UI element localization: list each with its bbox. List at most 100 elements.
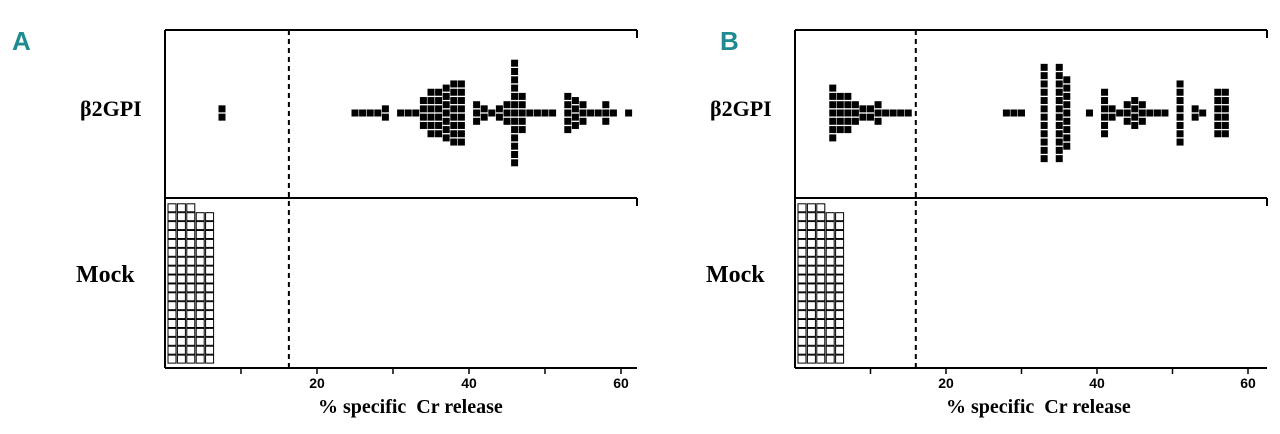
mock-point — [205, 336, 215, 346]
b2gpi-point — [450, 113, 458, 121]
b2gpi-point — [1131, 97, 1139, 105]
mock-point — [825, 265, 835, 275]
b2gpi-point — [1101, 88, 1109, 96]
b2gpi-point — [1055, 155, 1063, 163]
b2gpi-point — [473, 109, 481, 117]
mock-point — [186, 292, 196, 302]
mock-point — [205, 274, 215, 284]
mock-point — [806, 274, 816, 284]
mock-point — [186, 203, 196, 213]
mock-point — [835, 212, 845, 222]
row-label-b2gpi-a: β2GPI — [80, 96, 142, 121]
mock-point — [835, 292, 845, 302]
mock-point — [835, 265, 845, 275]
mock-point — [797, 354, 807, 364]
mock-point — [205, 292, 215, 302]
b2gpi-point — [882, 109, 890, 117]
b2gpi-point — [1040, 146, 1048, 154]
b2gpi-point — [427, 97, 435, 105]
b2gpi-point — [1161, 109, 1169, 117]
mock-point — [167, 256, 177, 266]
x-tick-label: 60 — [613, 375, 629, 391]
mock-point — [176, 247, 186, 257]
mock-point — [825, 212, 835, 222]
mock-point — [816, 230, 826, 239]
mock-point — [195, 354, 205, 364]
mock-point — [195, 238, 205, 248]
mock-point — [195, 265, 205, 275]
b2gpi-point — [442, 134, 450, 142]
b2gpi-point — [1055, 113, 1063, 121]
b2gpi-point — [579, 117, 587, 125]
mock-point — [825, 345, 835, 355]
x-axis-title-a: % specific Cr release — [318, 396, 503, 418]
b2gpi-point — [836, 109, 844, 117]
mock-point — [816, 265, 826, 275]
b2gpi-point — [571, 105, 579, 113]
b2gpi-point — [571, 121, 579, 129]
mock-point — [816, 221, 826, 231]
b2gpi-point — [480, 113, 488, 121]
b2gpi-point — [867, 113, 874, 121]
b2gpi-point — [1176, 121, 1184, 129]
mock-point — [167, 310, 177, 320]
mock-point — [167, 238, 177, 248]
b2gpi-point — [511, 134, 519, 142]
mock-point — [806, 283, 816, 293]
b2gpi-point — [1063, 101, 1071, 109]
mock-point — [816, 336, 826, 346]
mock-point — [176, 354, 186, 364]
b2gpi-point — [1214, 130, 1222, 138]
b2gpi-point — [844, 126, 852, 134]
b2gpi-point — [427, 88, 435, 96]
b2gpi-point — [844, 109, 852, 117]
b2gpi-point — [533, 109, 541, 117]
mock-point — [797, 230, 807, 239]
mock-point — [797, 336, 807, 346]
b2gpi-point — [1176, 130, 1184, 138]
mock-point — [205, 283, 215, 293]
x-tick-label: 40 — [1089, 375, 1105, 391]
mock-point — [797, 203, 807, 213]
mock-point — [205, 319, 215, 328]
b2gpi-point — [1199, 109, 1207, 117]
mock-point — [806, 212, 816, 222]
mock-point — [806, 238, 816, 248]
row-label-mock-b: Mock — [706, 262, 765, 288]
panel-letter-a: A — [12, 26, 31, 56]
mock-point — [797, 274, 807, 284]
mock-point — [186, 345, 196, 355]
b2gpi-point — [1063, 84, 1071, 92]
b2gpi-point — [549, 109, 557, 117]
mock-point — [816, 319, 826, 328]
b2gpi-point — [836, 117, 844, 125]
mock-point — [176, 319, 186, 328]
b2gpi-point — [829, 117, 837, 125]
mock-point — [806, 230, 816, 239]
b2gpi-point — [503, 101, 511, 109]
mock-point — [195, 274, 205, 284]
b2gpi-point — [564, 92, 572, 100]
mock-point — [186, 274, 196, 284]
mock-point — [806, 221, 816, 231]
b2gpi-point — [1138, 109, 1146, 117]
b2gpi-point — [564, 126, 572, 134]
mock-point — [195, 301, 205, 311]
b2gpi-point — [1055, 121, 1063, 129]
b2gpi-point — [1214, 121, 1222, 129]
b2gpi-point — [450, 130, 458, 138]
b2gpi-point — [374, 109, 382, 117]
mock-point — [806, 292, 816, 302]
mock-point — [176, 203, 186, 213]
b2gpi-point — [836, 92, 844, 100]
mock-point — [825, 310, 835, 320]
mock-point — [835, 354, 845, 364]
b2gpi-point — [511, 101, 519, 109]
b2gpi-point — [442, 126, 450, 134]
b2gpi-point — [829, 84, 837, 92]
b2gpi-point — [419, 121, 427, 129]
b2gpi-point — [541, 109, 549, 117]
b2gpi-point — [587, 109, 595, 117]
mock-point — [806, 247, 816, 257]
b2gpi-point — [829, 92, 837, 100]
